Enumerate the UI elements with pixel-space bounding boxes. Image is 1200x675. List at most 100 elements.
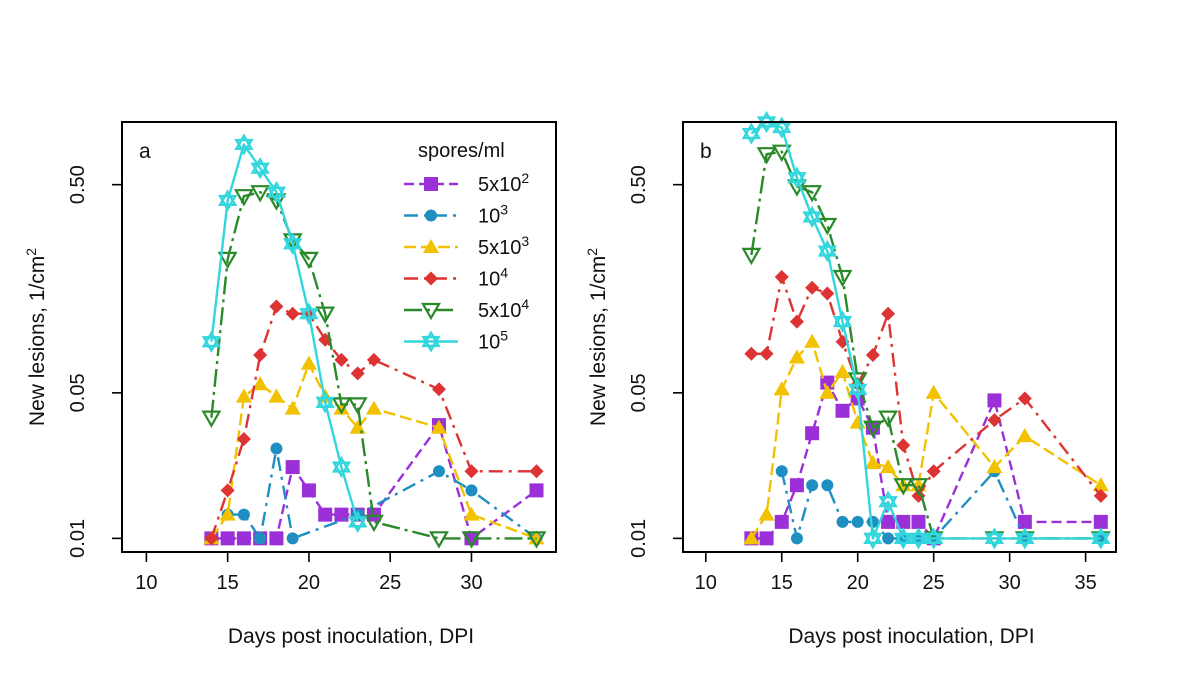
panel-a-series-1-line [227, 447, 538, 540]
panel-a-series-3-point-13 [529, 464, 544, 479]
panel-a-series-4-line [210, 190, 537, 540]
panel-a-legend-label-2-sup: 3 [521, 233, 529, 249]
panel-a-legend-label-0: 5x102 [478, 170, 529, 196]
panel-b-series-5-line [750, 120, 1101, 540]
panel-a-series-3-point-0 [204, 531, 219, 546]
panel-a-legend-label-0-sup: 2 [521, 170, 529, 186]
panel-a-series-2-point-8 [333, 400, 350, 415]
panel-a-series-3-point-1 [220, 483, 235, 498]
panel-b-series-1-point-7 [882, 532, 895, 545]
panel-a-series-0-point-7 [318, 507, 333, 522]
panel-a-series-4-point-9 [347, 397, 368, 415]
panel-a-legend-label-3-base: 10 [478, 269, 500, 291]
panel-a-series-5-point-3-up [250, 157, 270, 174]
panel-a-series-2-point-6 [300, 355, 317, 370]
panel-a-legend-marker-2 [422, 238, 440, 254]
panel-b-x-tick-label-3: 25 [923, 572, 945, 594]
panel-a-y-axis-title-main: New lesions, 1/cm [26, 256, 49, 426]
panel-b-series-5-point-2 [772, 116, 792, 139]
panel-b-series-3-point-12 [926, 464, 941, 479]
panel-a-series-5-point-1 [217, 189, 238, 212]
panel-a-legend-label-3-sup: 4 [500, 265, 508, 281]
panel-a-series-5-point-4-down [266, 186, 287, 204]
panel-a-legend-marker-1 [425, 209, 437, 222]
panel-b-series-0-point-1 [759, 531, 774, 546]
panel-a-series-2-point-5 [284, 400, 301, 415]
panel-b-series-5-point-8-up [863, 527, 883, 544]
panel-b-series-5-point-5-up [817, 239, 837, 257]
panel-a-series-0-point-5 [285, 460, 300, 475]
panel-b-series-3-point-8 [865, 347, 880, 362]
panel-b-series-5-point-13-down [984, 532, 1005, 550]
panel-a-series-5-point-6 [299, 302, 319, 325]
panel-b-series-5-point-14-up [1015, 527, 1035, 544]
panel-a-series-5-point-4 [266, 181, 287, 204]
panel-a-legend-label-5: 105 [478, 328, 508, 354]
panel-b-series-2-point-0 [743, 530, 760, 545]
panel-b-series-3-point-14 [1017, 391, 1032, 406]
panel-a-series-5-point-8-down [331, 461, 352, 479]
panel-a-series-2-point-2 [235, 388, 252, 403]
panel-a-series-4-point-10 [364, 514, 384, 533]
panel-b-series-3-point-13 [987, 413, 1002, 428]
panel-a-frame [121, 121, 557, 553]
panel-a-series-5-point-6-down [299, 308, 319, 325]
panel-b-series-4-point-2 [771, 144, 792, 162]
panel-a-series-5-point-0 [201, 330, 222, 353]
panel-b-series-0-point-15 [1093, 514, 1108, 529]
panel-a-series-4-point-11 [429, 531, 449, 549]
panel-a-series-4-point-13 [526, 531, 547, 549]
panel-b-series-0-point-11 [911, 514, 926, 529]
panel-b-series-5-point-3 [787, 166, 807, 189]
panel-a-y-axis-title: New lesions, 1/cm2 [23, 248, 49, 426]
panel-b-x-tick-label-0: 10 [695, 572, 717, 594]
panel-b-series-2-point-13 [986, 459, 1003, 474]
panel-b-series-5-point-1-down [756, 116, 777, 134]
panel-b-series-5-point-5 [817, 239, 837, 263]
panel-a-series-3-line [210, 305, 537, 539]
panel-b-series-3-point-9 [881, 306, 896, 321]
panel-b-series-4-point-4 [802, 185, 823, 203]
panel-a-x-axis-title: Days post inoculation, DPI [228, 625, 474, 648]
panel-a-series-5-point-8-up [331, 455, 352, 473]
panel-b-series-5-point-15-down [1091, 532, 1111, 550]
panel-b-series-2-point-15 [1092, 477, 1109, 492]
panel-b-series-4-point-0 [741, 247, 762, 266]
chart-panel-b: 10 15 20 25 30 35 0.01 0.05 0.50 b Days post inocu… [584, 110, 1117, 648]
panel-b-frame [682, 121, 1117, 553]
panel-b-series-5-point-15 [1091, 527, 1111, 550]
panel-b-series-2-point-1 [758, 506, 775, 521]
panel-a-series-1-point-2 [254, 532, 267, 545]
panel-a-series-5-point-9-up [348, 510, 368, 528]
panel-b-series-0-point-13 [987, 393, 1002, 408]
panel-b-series-5-point-2-down [772, 122, 792, 139]
panel-b-series-3-point-4 [805, 280, 820, 295]
panel-b-x-axis-title: Days post inoculation, DPI [788, 625, 1034, 648]
panel-b-series-5-point-12 [924, 527, 944, 550]
panel-a-series-5-point-5-down [283, 238, 303, 255]
panel-a-series-5-point-3 [250, 157, 270, 180]
panel-a-legend-label-5-base: 10 [478, 332, 500, 354]
panel-b-x-tick-label-1: 15 [771, 572, 793, 594]
panel-b-series-5-point-8-down [863, 532, 883, 550]
panel-b-series-5-point-2-up [772, 116, 792, 134]
panel-b-series-1-point-3 [821, 479, 834, 492]
panel-a-series-5-point-6-up [299, 302, 319, 320]
panel-a-series-0-point-4 [269, 531, 284, 546]
panel-b-x-tick-label-5: 35 [1074, 572, 1096, 594]
panel-a-x-tick-label-3: 25 [379, 572, 401, 594]
panel-b-series-5-point-14-down [1015, 532, 1035, 550]
panel-a-series-5-point-2 [234, 133, 254, 156]
panel-a-series-2-line [210, 362, 537, 540]
panel-a-series-2-point-3 [252, 376, 269, 391]
panel-a-series-2-point-4 [268, 388, 285, 403]
panel-a-series-0-point-2 [236, 531, 251, 546]
panel-b-y-tick-label-0: 0.01 [628, 519, 650, 558]
panel-a-legend-label-5-sup: 5 [500, 328, 508, 344]
panel-b-series-5-point-4-up [802, 205, 822, 223]
panel-a-x-tick-label-0: 10 [135, 572, 157, 594]
panel-a-x-tick-label-2: 20 [298, 572, 320, 594]
panel-b-series-5-point-7-down [848, 383, 868, 401]
